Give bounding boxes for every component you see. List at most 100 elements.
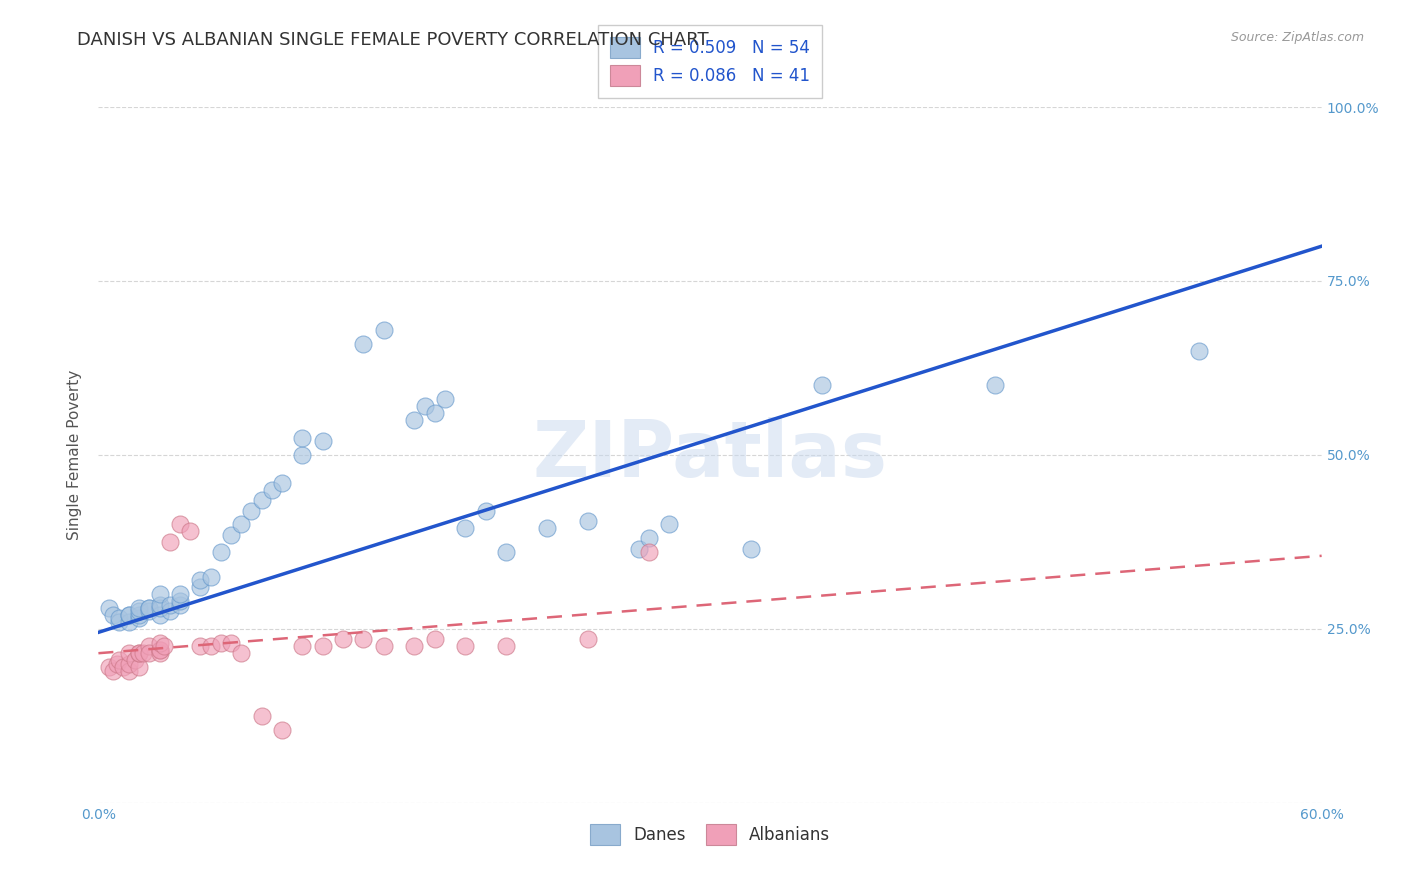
Point [200,639,222,653]
Point [128,660,150,674]
Point [169,517,191,532]
Point [101,664,124,678]
Point [811,378,834,392]
Point [423,632,446,647]
Point [132,646,155,660]
Point [138,601,160,615]
Point [149,642,172,657]
Point [97,601,120,615]
Point [312,434,335,448]
Point [423,406,446,420]
Point [260,483,283,497]
Point [270,723,294,737]
Point [138,639,160,653]
Point [231,646,253,660]
Point [291,430,314,444]
Point [138,646,160,660]
Point [434,392,457,407]
Point [637,545,661,559]
Point [209,636,232,650]
Point [124,653,146,667]
Point [332,632,354,647]
Point [250,493,273,508]
Point [637,532,661,546]
Point [188,639,212,653]
Point [118,615,141,629]
Point [495,545,517,559]
Point [1188,343,1211,358]
Point [352,632,374,647]
Point [231,517,253,532]
Point [495,639,517,653]
Point [219,528,242,542]
Point [454,521,477,535]
Point [169,594,191,608]
Point [404,413,426,427]
Point [111,660,134,674]
Point [128,601,150,615]
Point [149,598,172,612]
Point [658,517,681,532]
Point [118,657,141,671]
Point [240,503,263,517]
Point [984,378,1007,392]
Point [128,611,150,625]
Point [179,524,201,539]
Point [149,587,172,601]
Point [188,580,212,594]
Point [373,639,395,653]
Y-axis label: Single Female Poverty: Single Female Poverty [67,370,83,540]
Point [219,636,242,650]
Point [108,611,131,625]
Point [101,607,124,622]
Point [159,605,181,619]
Point [149,642,172,657]
Point [152,639,174,653]
Point [118,664,141,678]
Point [128,646,150,660]
Point [312,639,335,653]
Point [291,639,314,653]
Point [108,653,131,667]
Point [209,545,232,559]
Point [404,639,426,653]
Point [352,336,374,351]
Point [200,570,222,584]
Point [159,598,181,612]
Point [128,607,150,622]
Point [108,615,131,629]
Point [128,605,150,619]
Point [536,521,558,535]
Text: DANISH VS ALBANIAN SINGLE FEMALE POVERTY CORRELATION CHART: DANISH VS ALBANIAN SINGLE FEMALE POVERTY… [77,31,709,49]
Text: ZIPatlas: ZIPatlas [533,417,887,493]
Point [740,541,762,556]
Point [149,601,172,615]
Point [169,598,191,612]
Point [169,587,191,601]
Point [270,475,294,490]
Point [159,534,181,549]
Point [149,646,172,660]
Point [413,399,436,413]
Point [118,607,141,622]
Point [576,514,599,528]
Point [138,605,160,619]
Point [138,601,160,615]
Point [454,639,477,653]
Point [576,632,599,647]
Text: Source: ZipAtlas.com: Source: ZipAtlas.com [1230,31,1364,45]
Point [627,541,650,556]
Point [118,646,141,660]
Point [291,448,314,462]
Point [474,503,498,517]
Point [149,607,172,622]
Point [188,573,212,587]
Point [97,660,120,674]
Point [149,636,172,650]
Point [105,657,128,671]
Point [250,708,273,723]
Legend: Danes, Albanians: Danes, Albanians [578,813,842,857]
Point [118,607,141,622]
Point [373,323,395,337]
Point [128,646,150,660]
